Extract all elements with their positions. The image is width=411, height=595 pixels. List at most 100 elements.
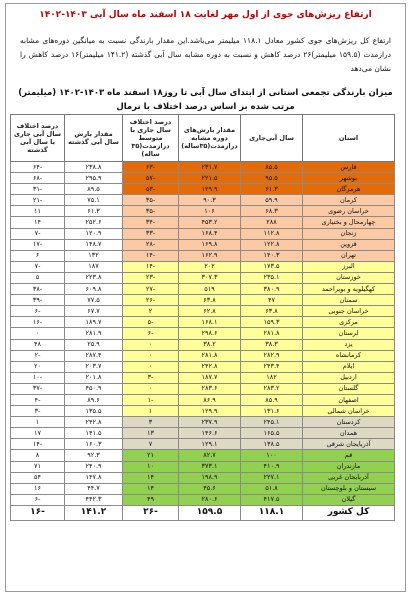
- current-year-cell: ۱۳۸.۵: [240, 438, 303, 451]
- table-row: خراسان رضوی ۶۸.۳ ۱۰۶ -۳۵ ۶۱.۳ ۱۱: [10, 205, 395, 218]
- last-year-cell: ۶۱.۳: [64, 205, 123, 218]
- diff-long-term-cell: -۳۵: [122, 194, 179, 207]
- diff-long-term-cell: -۲۳: [122, 271, 179, 285]
- last-year-cell: ۲۴۲.۸: [64, 416, 123, 429]
- long-term-cell: ۲۰۲: [178, 260, 241, 273]
- province-name-cell: سیستان و بلوچستان: [302, 482, 395, 495]
- diff-last-year-cell: -۴: [10, 393, 65, 407]
- long-term-cell: ۵۱۹: [178, 283, 241, 296]
- last-year-cell: ۲۹۵.۹: [64, 172, 123, 185]
- diff-long-term-cell: ۱: [122, 405, 179, 418]
- current-year-cell: ۲۸۳.۲: [240, 382, 303, 395]
- last-year-cell: ۲۸۷.۴: [64, 349, 123, 362]
- diff-last-year-cell: ۷۱: [10, 460, 65, 473]
- diff-last-year-cell: -۳۱: [10, 183, 65, 196]
- table-row: سمنان ۴۷ ۶۳.۸ -۲۶ ۷۷.۵ -۳۹: [10, 294, 395, 307]
- diff-last-year-cell: -۷: [10, 227, 65, 240]
- diff-last-year-cell: ۲۰: [10, 360, 65, 373]
- long-term-cell: ۱۴۶.۶: [178, 427, 241, 440]
- diff-last-year-cell: ۱۱: [10, 205, 65, 218]
- table-row: کرمان ۵۹.۹ ۹۰.۳ -۳۵ ۷۵.۱ -۲۱: [10, 194, 395, 207]
- last-year-cell: ۱۳۵.۵: [64, 405, 123, 418]
- last-year-cell: ۲۵.۹: [64, 338, 123, 351]
- diff-long-term-cell: ۰: [122, 349, 179, 362]
- current-year-cell: ۲۸۲.۹: [240, 349, 303, 362]
- total-last-year: ۱۴۱.۲: [64, 504, 123, 521]
- diff-last-year-cell: -۲: [10, 349, 65, 362]
- province-name-cell: کرمانشاه: [302, 349, 395, 362]
- last-year-cell: ۸۹.۵: [64, 183, 123, 196]
- last-year-cell: ۲۵۲.۶: [64, 216, 123, 229]
- table-row: گیلان ۴۱۷.۵ ۲۸۰.۶ ۴۹ ۴۴۲.۳ -۶: [10, 493, 395, 506]
- table-row: تهران ۱۴۰.۳ ۱۶۲.۹ -۱۴ ۱۳۲ ۶: [10, 249, 395, 262]
- current-year-cell: ۱۲۲.۸: [240, 238, 303, 251]
- precipitation-table: استان سال آبی‌جاری مقدار بارش‌های دوره م…: [10, 114, 395, 521]
- last-year-cell: ۲۴۰.۹: [64, 460, 123, 473]
- diff-long-term-cell: -۳۳: [122, 227, 179, 240]
- current-year-cell: ۶۳.۸: [240, 305, 303, 318]
- table-header-row: استان سال آبی‌جاری مقدار بارش‌های دوره م…: [10, 114, 395, 162]
- long-term-cell: ۳۰۷.۳: [178, 271, 241, 285]
- diff-last-year-cell: ۱۷: [10, 427, 65, 440]
- long-term-cell: ۳۸.۲: [178, 338, 241, 351]
- total-long-term: ۱۵۹.۵: [178, 504, 241, 521]
- diff-long-term-cell: ۱۳: [122, 427, 179, 440]
- total-diff-last-year: -۱۶: [10, 504, 65, 521]
- long-term-cell: ۱۹۸.۹: [178, 471, 241, 484]
- header-province: استان: [302, 114, 395, 162]
- diff-long-term-cell: -۳: [122, 371, 179, 384]
- diff-last-year-cell: ۱۴: [10, 216, 65, 229]
- current-year-cell: ۲۲۷.۱: [240, 471, 303, 484]
- diff-long-term-cell: -۱۴: [122, 260, 179, 273]
- table-row: همدان ۱۶۵.۵ ۱۴۶.۶ ۱۳ ۱۴۱.۵ ۱۷: [10, 427, 395, 440]
- long-term-cell: ۱۶۲.۹: [178, 249, 241, 262]
- current-year-cell: ۹۵.۵: [240, 172, 303, 185]
- table-row: مازندران ۴۱۰.۹ ۳۷۳.۱ ۱۰ ۲۴۰.۹ ۷۱: [10, 460, 395, 473]
- diff-long-term-cell: ۰: [122, 382, 179, 395]
- current-year-cell: ۵۹.۹: [240, 194, 303, 207]
- table-row: لرستان ۲۸۱.۸ ۲۹۸.۶ -۶ ۲۸۱.۹ ۰: [10, 327, 395, 340]
- table-row: مرکزی ۱۵۹.۳ ۱۶۸.۱ -۵ ۱۸۹.۷ -۱۶: [10, 316, 395, 329]
- diff-last-year-cell: -۷: [10, 260, 65, 273]
- long-term-cell: ۱۲۹.۱: [178, 438, 241, 451]
- long-term-cell: ۱۰۶: [178, 205, 241, 218]
- diff-long-term-cell: -۵: [122, 316, 179, 329]
- province-name-cell: کهگیلویه و بویراحمد: [302, 283, 395, 296]
- current-year-cell: ۱۱۲.۸: [240, 227, 303, 240]
- table-subtitle: میزان بارندگی تجمعی استانی از ابتدای سال…: [6, 86, 405, 114]
- diff-long-term-cell: ۷: [122, 438, 179, 451]
- province-name-cell: کردستان: [302, 416, 395, 429]
- diff-last-year-cell: ۴۸: [10, 338, 65, 351]
- last-year-cell: ۱۳۲: [64, 249, 123, 262]
- long-term-cell: ۲۹۸.۶: [178, 327, 241, 340]
- province-name-cell: خوزستان: [302, 271, 395, 285]
- province-name-cell: مرکزی: [302, 316, 395, 329]
- current-year-cell: ۸۵.۹: [240, 393, 303, 407]
- province-name-cell: چهارمحال و بختیاری: [302, 216, 395, 229]
- province-name-cell: خراسان جنوبی: [302, 305, 395, 318]
- province-name-cell: قزوین: [302, 238, 395, 251]
- diff-long-term-cell: -۶: [122, 327, 179, 340]
- province-name-cell: بوشهر: [302, 172, 395, 185]
- diff-long-term-cell: ۲۱: [122, 449, 179, 462]
- province-name-cell: کرمان: [302, 194, 395, 207]
- province-name-cell: خراسان شمالی: [302, 405, 395, 418]
- current-year-cell: ۲۳۵.۱: [240, 271, 303, 285]
- province-name-cell: سمنان: [302, 294, 395, 307]
- province-name-cell: آذربایجان شرقی: [302, 438, 395, 451]
- table-row: گلستان ۲۸۳.۲ ۲۸۳.۶ ۰ ۴۵۰.۹ -۳۷: [10, 382, 395, 395]
- diff-last-year-cell: -۳۸: [10, 283, 65, 296]
- current-year-cell: ۳۸.۳: [240, 338, 303, 351]
- table-row: سیستان و بلوچستان ۵۱.۸ ۴۵.۶ ۱۴ ۴۴.۷ ۱۶: [10, 482, 395, 495]
- province-name-cell: گلستان: [302, 382, 395, 395]
- current-year-cell: ۴۱۷.۵: [240, 493, 303, 506]
- table-row: فارس ۸۵.۵ ۲۳۱.۷ -۶۳ ۲۳۸.۸ -۶۴: [10, 160, 395, 174]
- table-row: زنجان ۱۱۲.۸ ۱۶۸.۴ -۳۳ ۱۲۰.۹ -۷: [10, 227, 395, 240]
- diff-last-year-cell: -۳: [10, 405, 65, 418]
- report-title: ارتفاع ریزش‌های جوی از اول مهر لغایت ۱۸ …: [39, 10, 372, 20]
- diff-long-term-cell: -۲۸: [122, 238, 179, 251]
- diff-long-term-cell: -۱۴: [122, 249, 179, 262]
- province-name-cell: قم: [302, 449, 395, 462]
- intro-paragraph: ارتفاع کل ریزش‌های جوی کشور معادل ۱۱۸.۱ …: [20, 36, 392, 73]
- province-name-cell: گیلان: [302, 493, 395, 506]
